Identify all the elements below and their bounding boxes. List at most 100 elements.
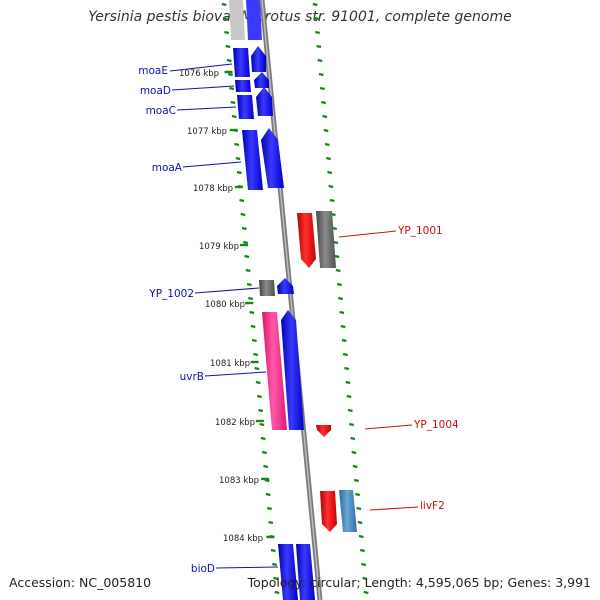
ruler-right-dash xyxy=(349,422,354,427)
gene-moaC[interactable] xyxy=(237,95,254,119)
gene-moaA[interactable] xyxy=(242,130,263,190)
genome-title: Yersinia pestis biovar Microtus str. 910… xyxy=(88,9,512,25)
ruler-right-dash xyxy=(347,408,353,413)
ruler-left-dash xyxy=(221,2,227,7)
ruler-left-dash xyxy=(255,380,261,385)
ruler-right-dash xyxy=(316,44,322,49)
ruler-right-dash xyxy=(334,254,340,259)
gene-moaD[interactable] xyxy=(235,80,251,92)
ruler-right-dash xyxy=(338,296,344,301)
gene-moaC-arrow[interactable] xyxy=(256,87,273,116)
ruler-right-dash xyxy=(317,58,323,63)
kbp-label-1077: 1077 kbp xyxy=(187,127,227,137)
ruler-left-dash xyxy=(249,310,255,315)
ruler-right-dash xyxy=(345,380,351,385)
ruler-right-dash xyxy=(325,156,331,161)
ruler-right-dash xyxy=(315,30,321,35)
ruler-right-dash xyxy=(351,450,357,455)
ruler-right-dash xyxy=(363,590,369,595)
kbp-label-1080: 1080 kbp xyxy=(205,300,245,310)
ruler-left-dash xyxy=(258,408,264,413)
ruler-left-dash xyxy=(248,296,254,301)
gene-moaE[interactable] xyxy=(233,48,250,77)
leader-bioD xyxy=(215,566,279,569)
label-YP_1002[interactable]: YP_1002 xyxy=(148,288,194,300)
ruler-right-dash xyxy=(340,324,346,329)
gene-moaE-arrow[interactable] xyxy=(251,46,266,72)
label-moaC[interactable]: moaC xyxy=(146,105,176,117)
label-moaE[interactable]: moaE xyxy=(138,65,168,77)
gene-moaA-arrow[interactable] xyxy=(261,128,284,188)
leader-YP_1002 xyxy=(194,287,260,294)
ruler-left-dash xyxy=(260,436,266,441)
ruler-right-dash xyxy=(322,114,328,119)
gene-bioD[interactable] xyxy=(278,544,298,600)
gene-livF2[interactable] xyxy=(320,491,337,532)
label-moaA[interactable]: moaA xyxy=(152,162,183,174)
ruler-left-dash xyxy=(268,520,274,525)
label-YP_1004[interactable]: YP_1004 xyxy=(413,419,459,431)
gene-YP_1002-arrow[interactable] xyxy=(277,278,294,294)
ruler-left-dash xyxy=(243,240,249,245)
ruler-left-dash xyxy=(253,352,259,357)
leader-moaD xyxy=(171,85,235,91)
kbp-label-1081: 1081 kbp xyxy=(210,359,250,369)
ruler-right-dash xyxy=(313,16,319,21)
ruler-left-dash xyxy=(236,170,242,175)
ruler-left-dash xyxy=(230,100,236,105)
ruler-left-dash xyxy=(261,450,267,455)
accession-text: Accession: NC_005810 xyxy=(9,575,152,590)
ruler-right-dash xyxy=(350,436,356,441)
gene-moaD-arrow[interactable] xyxy=(254,72,269,88)
kbp-label-1083: 1083 kbp xyxy=(219,476,259,486)
gene-YP_1001-grey[interactable] xyxy=(316,211,336,268)
ruler-right-dash xyxy=(352,464,358,469)
ruler-right-dash xyxy=(333,240,339,245)
gene-YP_1001[interactable] xyxy=(297,213,316,268)
label-bioD[interactable]: bioD xyxy=(191,563,215,575)
ruler-right-dash xyxy=(359,548,365,553)
label-uvrB[interactable]: uvrB xyxy=(180,371,204,383)
gene-YP_1002[interactable] xyxy=(259,280,275,296)
ruler-left-dash xyxy=(245,268,251,273)
gene-top-fade-blue[interactable] xyxy=(246,0,262,40)
ruler-left-dash xyxy=(227,72,233,77)
ruler-right-dash xyxy=(357,520,363,525)
kbp-label-1084: 1084 kbp xyxy=(223,534,263,544)
ruler-right-dash xyxy=(329,198,335,203)
ruler-right-dash xyxy=(361,562,367,567)
ruler-right-dash xyxy=(341,338,347,343)
gene-uvrB-partner[interactable] xyxy=(281,310,304,430)
leader-uvrB xyxy=(204,371,267,377)
ruler-left-dash xyxy=(231,114,237,119)
leader-moaA xyxy=(182,161,242,168)
ruler-right-dash xyxy=(323,128,329,133)
ruler-left-dash xyxy=(270,548,276,553)
ruler-left-dash xyxy=(272,562,277,567)
ruler-right-dash xyxy=(324,142,330,147)
ruler-left-dash xyxy=(263,464,269,469)
gene-livF2-steel[interactable] xyxy=(339,490,357,532)
label-moaD[interactable]: moaD xyxy=(140,85,171,97)
gene-top-fade-grey[interactable] xyxy=(229,0,245,40)
gene-YP_1004[interactable] xyxy=(316,425,331,437)
gene-uvrB[interactable] xyxy=(262,312,287,430)
kbp-label-1078: 1078 kbp xyxy=(193,184,233,194)
ruler-left xyxy=(221,2,280,595)
ruler-left-dash xyxy=(251,338,257,343)
kbp-label-1076: 1076 kbp xyxy=(179,69,219,79)
label-livF2[interactable]: livF2 xyxy=(420,500,445,512)
ruler-right-dash xyxy=(312,2,318,7)
label-YP_1001[interactable]: YP_1001 xyxy=(397,225,443,237)
ruler-right-dash xyxy=(362,576,368,581)
ruler-left-dash xyxy=(266,506,272,511)
ruler-right-dash xyxy=(342,352,348,357)
leader-livF2 xyxy=(369,506,419,511)
ruler-right-dash xyxy=(344,366,350,371)
gene-bioD-2[interactable] xyxy=(296,544,315,600)
leader-moaE xyxy=(169,63,233,72)
ruler-left-dash xyxy=(250,324,256,329)
ruler-left-dash xyxy=(244,254,250,259)
ruler-right-dash xyxy=(335,268,341,273)
